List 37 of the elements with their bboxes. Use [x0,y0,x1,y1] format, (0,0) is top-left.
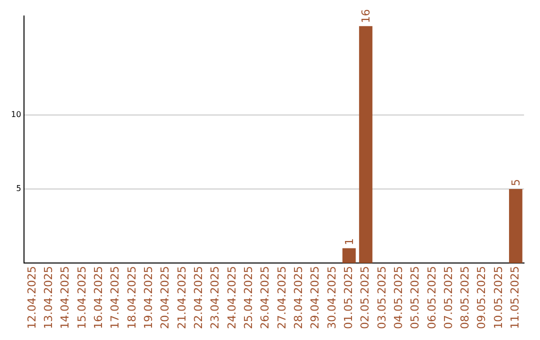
x-tick-label: 02.05.2025 [358,266,372,330]
bar [359,26,372,264]
x-tick-label: 01.05.2025 [342,266,355,330]
x-tick-label: 12.04.2025 [25,266,38,330]
x-tick-label: 24.04.2025 [225,266,238,330]
x-tick-label: 09.05.2025 [475,266,488,330]
x-tick-label: 27.04.2025 [275,266,288,330]
x-tick-label: 23.04.2025 [208,266,222,330]
x-tick-label: 15.04.2025 [75,266,88,330]
bar [509,189,522,264]
x-tick-label: 06.05.2025 [425,266,438,330]
y-tick-label: 10 [10,110,22,120]
x-tick-label: 05.05.2025 [408,266,422,330]
x-tick-label: 30.04.2025 [325,266,338,330]
x-tick-label: 19.04.2025 [142,266,155,330]
data-label: 5 [510,179,523,186]
x-tick-label: 18.04.2025 [125,266,138,330]
x-tick-label: 10.05.2025 [492,266,505,330]
x-tick-label: 29.04.2025 [308,266,322,330]
x-tick-label: 07.05.2025 [442,266,455,330]
x-tick-label: 22.04.2025 [192,266,205,330]
x-tick-label: 17.04.2025 [108,266,122,330]
x-tick-label: 25.04.2025 [242,266,255,330]
x-tick-label: 08.05.2025 [458,266,472,330]
x-tick-label: 04.05.2025 [392,266,405,330]
x-tick-label: 03.05.2025 [375,266,388,330]
x-tick-label: 26.04.2025 [258,266,272,330]
x-tick-label: 28.04.2025 [292,266,305,330]
data-label: 16 [360,9,373,24]
x-tick-label: 20.04.2025 [158,266,172,330]
x-tick-label: 11.05.2025 [508,266,522,330]
data-label: 1 [343,238,356,246]
x-tick-label: 13.04.2025 [42,266,56,330]
x-tick-label: 14.04.2025 [58,266,72,330]
x-tick-label: 21.04.2025 [175,266,188,330]
x-tick-label: 16.04.2025 [92,266,106,330]
bar [342,248,356,264]
